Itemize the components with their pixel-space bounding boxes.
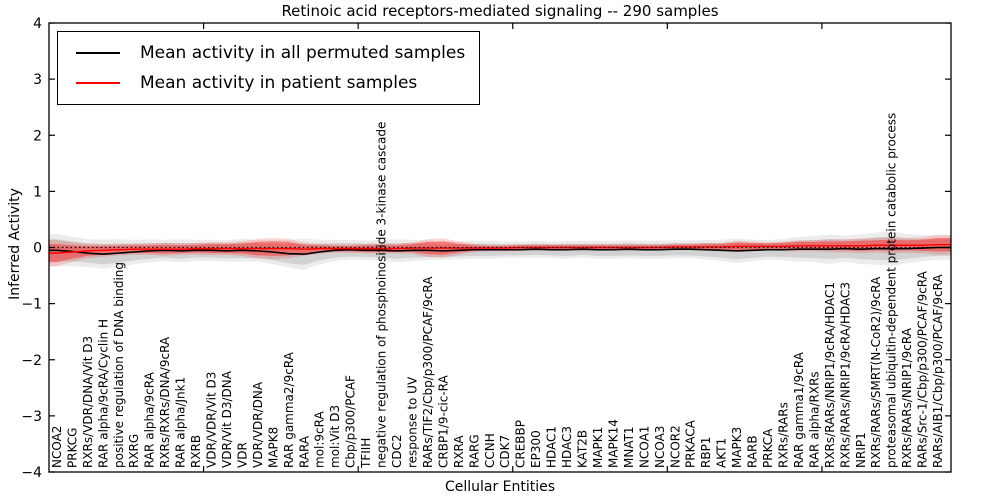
entity-label: MNAT1	[622, 426, 636, 468]
entity-label: response to UV	[405, 376, 419, 468]
x-axis-label: Cellular Entities	[444, 479, 556, 495]
y-tick-label: 0	[33, 241, 42, 257]
entity-label: RAR alpha/9cRA/Cyclin H	[96, 319, 110, 468]
entity-label: RARs/AIB1/Cbp/p300/PCAF/9cRA	[931, 274, 945, 468]
entity-label: PRKCG	[65, 428, 79, 468]
legend-line-patient-icon	[76, 82, 120, 84]
legend-item-patient: Mean activity in patient samples	[70, 68, 465, 98]
y-tick-label: −3	[21, 409, 42, 425]
axes-frame	[48, 22, 952, 473]
entity-label: NCOA1	[637, 426, 651, 468]
entity-label: RXRG	[127, 434, 141, 468]
entity-label: CREBBP	[514, 420, 528, 468]
entity-label: RAR alpha/Jnk1	[174, 377, 188, 468]
entity-label: VDR/VDR/DNA	[251, 381, 265, 468]
y-tick-label: 3	[33, 72, 42, 88]
chart-title: Retinoic acid receptors-mediated signali…	[281, 2, 719, 20]
entity-label: RARB	[746, 435, 760, 468]
y-tick-label: −1	[21, 297, 42, 313]
entity-label: RXRB	[189, 435, 203, 468]
entity-label: NCOA3	[653, 426, 667, 468]
entity-label: Cbp/p300/PCAF	[344, 375, 358, 468]
entity-label: KAT2B	[576, 430, 590, 468]
permuted-band-outer	[49, 231, 951, 270]
entity-label: NCOA2	[50, 426, 64, 468]
legend-label-patient: Mean activity in patient samples	[140, 73, 418, 93]
legend-label-permuted: Mean activity in all permuted samples	[140, 43, 466, 63]
entity-label: CCNH	[483, 433, 497, 468]
entity-label: RXRs/RARs	[776, 402, 790, 468]
y-tick-label: 2	[33, 128, 42, 144]
entity-label: RAR alpha/RXRs	[807, 371, 821, 468]
entity-label: CRBP1/9-cic-RA	[436, 374, 450, 468]
entity-label: CDC2	[390, 434, 404, 468]
entity-label: VDR/Vit D3/DNA	[220, 370, 234, 468]
permuted-band-inner	[49, 236, 951, 265]
entity-label: NCOR2	[668, 425, 682, 468]
entity-label: RAR alpha/9cRA	[143, 371, 157, 468]
entity-label: HDAC1	[545, 426, 559, 468]
entity-label: RBP1	[699, 437, 713, 468]
entity-label: RXRA	[452, 435, 466, 468]
entity-label: HDAC3	[560, 426, 574, 468]
entity-label: MAPK14	[606, 419, 620, 468]
entity-label: VDR/VDR/Vit D3	[205, 372, 219, 468]
entity-label: positive regulation of DNA binding	[112, 262, 126, 468]
legend: Mean activity in all permuted samples Me…	[57, 31, 481, 105]
entity-label: negative regulation of phosphoinositide …	[375, 122, 389, 468]
entity-label: TFIIH	[359, 438, 373, 469]
entity-label: MAPK1	[591, 427, 605, 468]
entity-label: PRKCA	[761, 428, 775, 468]
entity-label: proteasomal ubiquitin-dependent protein …	[885, 113, 899, 468]
y-tick-label: 4	[33, 16, 42, 32]
entity-label: VDR	[235, 442, 249, 468]
entity-label: MAPK8	[266, 427, 280, 468]
entity-label: AKT1	[715, 438, 729, 468]
entity-label: NRIP1	[854, 432, 868, 468]
entity-label: RXRs/VDR/DNA/Vit D3	[81, 336, 95, 468]
entity-label: RXRs/RXRs/DNA/9cRA	[158, 336, 172, 468]
entity-label: RXRs/RARs/NRIP1/9cRA	[900, 327, 914, 468]
y-axis-label: Inferred Activity	[7, 188, 23, 300]
y-tick-label: 1	[33, 184, 42, 200]
entity-label: RXRs/RARs/SMRT(N-CoR2)/9cRA	[869, 276, 883, 468]
y-tick-label: −4	[21, 465, 42, 481]
legend-line-permuted-icon	[76, 52, 120, 54]
entity-label: RARs/TIF2/Cbp/p300/PCAF/9cRA	[421, 276, 435, 468]
y-tick-label: −2	[21, 353, 42, 369]
entity-label: RARs/Src-1/Cbp/p300/PCAF/9cRA	[916, 270, 930, 468]
permuted-mean-line	[49, 246, 951, 256]
entity-label: mol:9cRA	[313, 411, 327, 468]
entity-label: EP300	[529, 430, 543, 468]
entity-label: mol:Vit D3	[328, 405, 342, 468]
entity-label: RXRs/RARs/NRIP1/9cRA/HDAC3	[838, 282, 852, 468]
legend-item-permuted: Mean activity in all permuted samples	[70, 38, 465, 68]
entity-label: RARA	[297, 435, 311, 468]
entity-label: RAR gamma1/9cRA	[792, 351, 806, 468]
entity-label: CDK7	[498, 435, 512, 468]
entity-label: RXRs/RARs/NRIP1/9cRA/HDAC1	[823, 282, 837, 468]
entity-label: PRKACA	[684, 419, 698, 468]
entity-label: RAR gamma2/9cRA	[282, 351, 296, 468]
entity-label: MAPK3	[730, 427, 744, 468]
entity-label: RARG	[467, 434, 481, 468]
